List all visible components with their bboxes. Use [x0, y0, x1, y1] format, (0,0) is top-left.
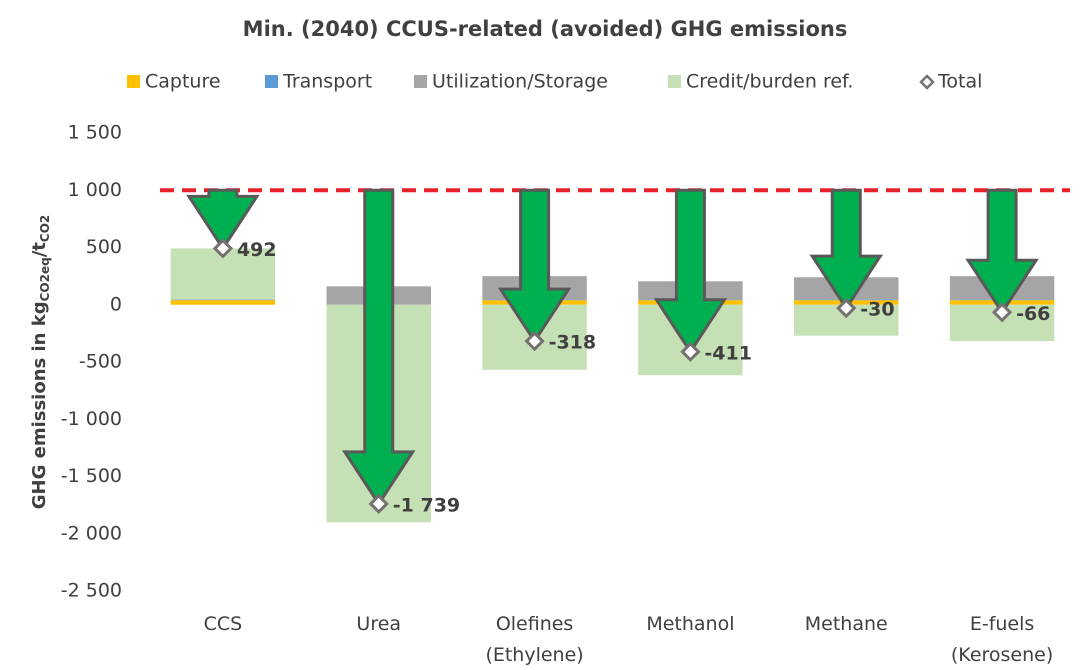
y-tick-label: -2 500: [61, 580, 122, 602]
data-label: -411: [704, 342, 752, 364]
x-tick-label-line: Olefines: [496, 613, 574, 635]
data-label: -30: [860, 299, 894, 321]
y-tick-label: 0: [110, 293, 122, 315]
x-tick-label: CCS: [204, 613, 243, 635]
legend-label: Utilization/Storage: [432, 71, 608, 93]
arrow: [186, 188, 260, 252]
y-tick-label: 500: [86, 236, 122, 258]
arrow: [497, 188, 572, 344]
arrow: [965, 188, 1039, 316]
legend-swatch: [414, 75, 427, 88]
legend-swatch: [265, 75, 278, 88]
total-marker: [368, 493, 389, 514]
y-tick-label: 1 500: [68, 122, 122, 144]
total-marker: [524, 331, 545, 352]
arrow: [653, 188, 728, 355]
x-tick-label-line: E-fuels: [970, 613, 1034, 635]
chart-title: Min. (2040) CCUS-related (avoided) GHG e…: [243, 17, 848, 41]
y-tick-label: -1 000: [61, 408, 122, 430]
y-axis-label: GHG emissions in kgCO2eq/tCO2: [29, 215, 52, 510]
data-label: -318: [549, 332, 597, 354]
bar-segment: [170, 299, 276, 301]
data-label: -1 739: [393, 494, 460, 516]
y-tick-label: -2 000: [61, 522, 122, 544]
x-tick-label-line: Urea: [356, 613, 401, 635]
y-tick-label: -500: [79, 351, 122, 373]
y-axis-label-sub: CO2eq: [38, 257, 52, 301]
legend-label: Total: [937, 71, 982, 93]
x-tick-label-line: CCS: [204, 613, 243, 635]
total-marker: [836, 298, 857, 319]
total-marker: [212, 238, 234, 259]
x-tick-label: Methanol: [646, 613, 734, 635]
y-axis-label-sub: CO2: [38, 215, 52, 242]
bar-segment: [170, 300, 276, 305]
y-tick-label: -1 500: [61, 465, 122, 487]
legend-label: Transport: [282, 71, 372, 93]
y-axis-label-part: GHG emissions in kg: [29, 301, 50, 509]
x-tick-label-line: (Kerosene): [951, 644, 1053, 666]
arrow: [809, 188, 884, 311]
legend-swatch: [668, 75, 681, 88]
total-marker: [680, 341, 701, 362]
x-tick-label-line: Methanol: [646, 613, 734, 635]
x-tick-label-line: (Ethylene): [485, 644, 583, 666]
x-tick-label: Methane: [805, 613, 888, 635]
arrow: [341, 188, 416, 507]
legend-swatch: [127, 75, 140, 88]
x-tick-label-line: Methane: [805, 613, 888, 635]
x-tick-label: E-fuels (Kerosene): [951, 613, 1053, 666]
data-label: 492: [237, 239, 277, 261]
legend-marker: [919, 74, 935, 90]
y-tick-label: 1 000: [68, 179, 122, 201]
legend-label: Capture: [145, 71, 221, 93]
x-tick-label: Olefines (Ethylene): [485, 613, 583, 666]
legend-label: Credit/burden ref.: [686, 71, 853, 93]
x-tick-label: Urea: [356, 613, 401, 635]
total-marker: [991, 302, 1013, 323]
y-axis-label-part: /t: [29, 242, 50, 258]
data-label: -66: [1016, 303, 1050, 325]
